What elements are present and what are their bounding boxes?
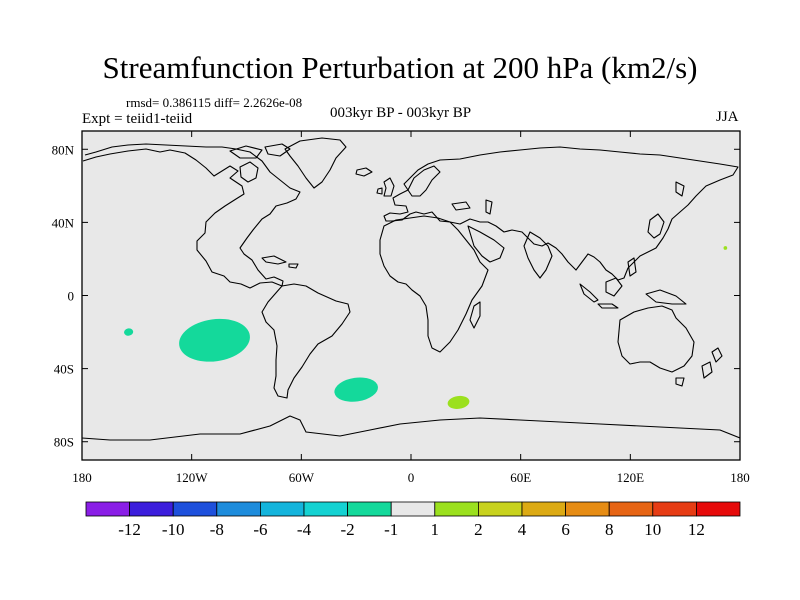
y-tick-label: 80S (54, 435, 74, 450)
coastline-south-america (261, 283, 351, 399)
colorbar-swatch (216, 501, 261, 517)
colorbar-label: -12 (118, 520, 141, 539)
y-tick-label: 40N (52, 215, 75, 230)
colorbar-label: -4 (297, 520, 312, 539)
anomaly-region-2 (334, 377, 378, 402)
x-tick-label: 0 (408, 470, 415, 485)
map-background (82, 131, 740, 460)
coastline-kamchatka (675, 181, 685, 197)
colorbar-label: 12 (688, 520, 705, 539)
coastline-britain (376, 177, 395, 197)
coastline-australia (617, 305, 695, 373)
x-tick-label: 180 (72, 470, 92, 485)
coastline-madagascar (469, 301, 481, 329)
colorbar-swatch (129, 501, 174, 517)
experiment-label: Expt = teiid1-teiid (82, 111, 193, 127)
colorbar-label: -6 (253, 520, 267, 539)
colorbar-swatch (172, 501, 218, 517)
colorbar-label: -10 (162, 520, 185, 539)
coastline-scandinavia (407, 165, 441, 197)
colorbar-label: -1 (384, 520, 398, 539)
page-title: Streamfunction Perturbation at 200 hPa (… (102, 50, 698, 85)
colorbar-swatch (390, 501, 436, 517)
colorbar-swatch (434, 501, 479, 517)
coastline-java (597, 303, 619, 309)
x-tick-label: 180 (730, 470, 750, 485)
coastline-hudson-bay (239, 161, 259, 183)
y-tick-label: 0 (68, 289, 75, 304)
colorbar-label: -2 (341, 520, 355, 539)
x-tick-label: 120E (617, 470, 645, 485)
coastline-greenland (284, 137, 347, 189)
y-tick-label: 80N (52, 142, 75, 157)
colorbar-label: 4 (518, 520, 527, 539)
colorbar-swatch (259, 501, 305, 517)
colorbar-swatch (521, 501, 566, 517)
colorbar-swatch (303, 501, 348, 517)
coastline-africa (379, 215, 489, 353)
coastline-caspian-sea (485, 199, 493, 215)
colorbar-label: -8 (210, 520, 224, 539)
season-label: JJA (716, 109, 739, 125)
coastline-arctic-islands (229, 143, 291, 159)
coastline-eurasia (383, 146, 739, 281)
anomaly-region-3 (124, 328, 134, 336)
colorbar-swatch (85, 501, 130, 517)
colorbar-label: 6 (561, 520, 570, 539)
coastlines (82, 137, 740, 441)
colorbar: -12 -10 -8 -6 -4 -2 -1 1 2 4 6 8 10 12 (85, 501, 741, 539)
coastline-iceland (355, 167, 373, 177)
coastline-caribbean (261, 255, 299, 269)
colorbar-swatch (608, 501, 654, 517)
colorbar-swatch (477, 501, 523, 517)
coastline-tasmania (675, 377, 685, 387)
x-tick-label: 60W (289, 470, 315, 485)
coastline-new-guinea (645, 289, 687, 305)
coastline-antarctica (82, 415, 740, 441)
map-axes: 180 120W 60W 0 60E 120E 180 80N 40N 0 40S 80S (52, 131, 750, 485)
coastline-japan (647, 213, 665, 239)
stats-text: rmsd= 0.386115 diff= 2.2626e-08 (126, 95, 303, 110)
colorbar-swatch (347, 501, 392, 517)
period-label: 003kyr BP - 003kyr BP (330, 105, 472, 121)
coastline-india (523, 231, 553, 279)
coastline-new-zealand (701, 347, 723, 379)
coastline-north-america (82, 143, 301, 289)
y-tick-label: 40S (54, 362, 74, 377)
colorbar-swatch (652, 501, 697, 517)
colorbar-label: 8 (605, 520, 614, 539)
anomaly-region-5 (723, 246, 728, 250)
colorbar-label: 10 (644, 520, 661, 539)
x-tick-label: 120W (176, 470, 209, 485)
map-frame (81, 130, 741, 461)
coastline-borneo (605, 277, 623, 297)
field-regions (124, 246, 728, 409)
anomaly-region-4 (447, 395, 470, 409)
coastline-arabia (467, 225, 505, 263)
colorbar-swatch (696, 501, 741, 517)
colorbar-label: 1 (431, 520, 440, 539)
coastline-sumatra (579, 283, 599, 303)
anomaly-region-1 (179, 318, 250, 362)
colorbar-label: 2 (474, 520, 483, 539)
x-tick-label: 60E (510, 470, 531, 485)
coastline-philippines (627, 257, 637, 277)
coastline-black-sea (451, 201, 471, 211)
colorbar-swatch (565, 501, 610, 517)
